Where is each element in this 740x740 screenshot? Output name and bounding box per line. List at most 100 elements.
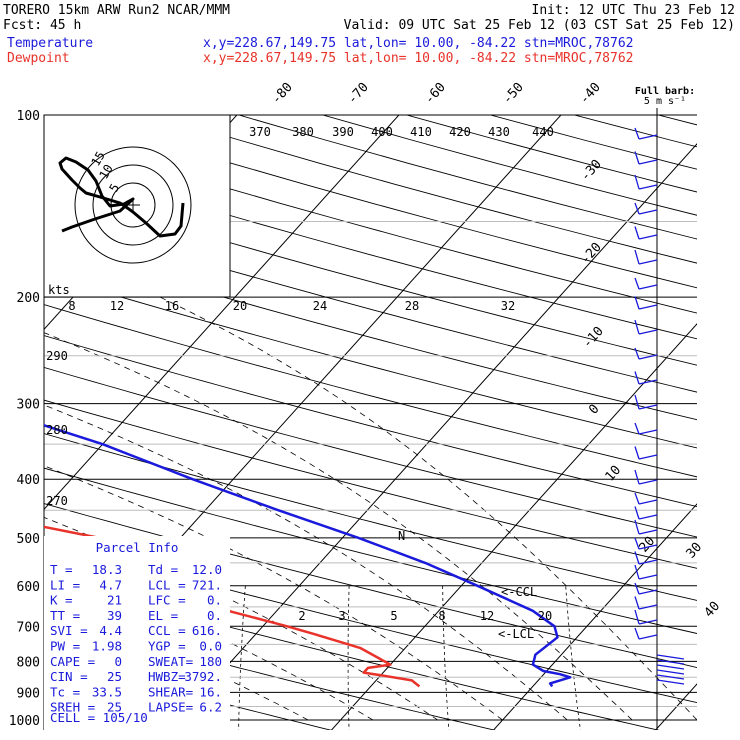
wind-barb-feather: [634, 564, 640, 580]
hodograph-ring: [74, 146, 192, 264]
hodograph-speed-label: 20: [233, 299, 247, 313]
pressure-label: 200: [17, 291, 40, 306]
wind-barb-feather: [634, 609, 640, 625]
parcel-value: 0.0: [199, 639, 222, 654]
dry-adiabat: [488, 115, 697, 170]
model-title: TORERO 15km ARW Run2 NCAR/MMM: [3, 3, 230, 18]
wind-barb: [638, 159, 658, 165]
parcel-label: CCL =: [148, 623, 186, 638]
wind-barb-feather: [634, 519, 640, 535]
isotherm-label: 20: [637, 534, 659, 556]
wind-barb-feather: [634, 446, 640, 460]
mixing-ratio-label: 8: [438, 609, 445, 623]
wind-barb-feather: [634, 537, 640, 550]
temperature-profile: [44, 423, 572, 688]
parcel-label: EL =: [148, 608, 178, 623]
barb-legend-units: 5 m s⁻¹: [644, 96, 686, 107]
parcel-cell: CELL = 105/10: [50, 710, 148, 725]
wind-barb: [638, 259, 658, 265]
wind-barb-feather: [634, 174, 640, 190]
parcel-label: HWBZ=: [148, 669, 186, 684]
wind-barb-feather: [634, 151, 640, 165]
mixing-ratio-label: 12: [480, 609, 494, 623]
parcel-label: SREH =: [50, 700, 95, 715]
isotherm-line: [330, 323, 697, 730]
parcel-label: Tc =: [50, 684, 80, 699]
parcel-label: LAPSE=: [148, 700, 193, 715]
wind-barb: [656, 674, 685, 680]
parcel-value: 16.: [199, 684, 222, 699]
pressure-label: 1000: [9, 714, 40, 729]
dry-adiabat: [44, 433, 697, 601]
wind-barb: [638, 209, 658, 215]
isotherm-label: -80: [269, 80, 296, 107]
wind-barb: [638, 559, 658, 565]
parcel-value: 0.: [207, 593, 222, 608]
parcel-value: 18.3: [92, 562, 122, 577]
sounding-profiles: [44, 423, 572, 688]
parcel-value: 25: [107, 669, 122, 684]
hodograph-speed-label: 8: [68, 299, 75, 313]
wind-barb-feather: [634, 202, 640, 215]
pressure-label: 700: [17, 620, 40, 635]
isotherm-line: [44, 115, 400, 511]
dry-adiabat: [44, 616, 496, 730]
parcel-value: 33.5: [92, 684, 122, 699]
parcel-label: YGP =: [148, 639, 186, 654]
isotherm-label: -70: [345, 80, 372, 107]
parcel-label: K =: [50, 593, 73, 608]
parcel-info-box: [44, 536, 230, 730]
wind-barb-feather: [634, 582, 640, 595]
hodograph-speed-label: 24: [313, 299, 327, 313]
isotherm-label: -30: [578, 157, 605, 184]
parcel-value: 721.: [192, 577, 222, 592]
parcel-value: 3792.: [184, 669, 222, 684]
dry-adiabat: [717, 87, 740, 733]
barb-legend-title: Full barb:: [635, 86, 695, 97]
mixing-ratio-line: [347, 585, 350, 730]
mixing-ratio-line: [565, 585, 581, 730]
pressure-label: 600: [17, 580, 40, 595]
dry-adiabat: [0, 87, 13, 733]
wind-barb: [638, 619, 658, 625]
parcel-label: LCL =: [148, 577, 186, 592]
wind-barb-feather: [634, 394, 640, 410]
wind-barb: [656, 664, 685, 670]
hodograph-speed-label: 16: [165, 299, 179, 313]
parcel-label: TT =: [50, 608, 80, 623]
dry-adiabat-label: 280: [46, 423, 68, 437]
wind-barb: [656, 654, 685, 660]
init-time: Init: 12 UTC Thu 23 Feb 12: [532, 3, 736, 18]
parcel-value: 25: [107, 700, 122, 715]
wind-barb: [656, 669, 685, 675]
wind-barb: [638, 514, 658, 520]
theta-label: 430: [488, 125, 510, 139]
parcel-value: 6.2: [199, 700, 222, 715]
parcel-label: SVI =: [50, 623, 88, 638]
parcel-value: 180: [199, 654, 222, 669]
parcel-value: 0.: [207, 608, 222, 623]
parcel-value: 39: [107, 608, 122, 623]
pressure-label: 400: [17, 473, 40, 488]
mixing-ratio-label: 2: [298, 609, 305, 623]
forecast-hour: Fcst: 45 h: [3, 18, 81, 33]
wind-barb: [638, 499, 658, 505]
parcel-label: LI =: [50, 577, 80, 592]
parcel-value: 616.: [192, 623, 222, 638]
parcel-label: SHEAR=: [148, 684, 193, 699]
dry-adiabat: [656, 115, 697, 126]
wind-barb-feather: [634, 277, 640, 290]
valid-time: Valid: 09 UTC Sat 25 Feb 12 (03 CST Sat …: [344, 18, 735, 33]
dry-adiabat: [44, 503, 697, 669]
wind-barb: [638, 429, 658, 435]
pressure-label: 300: [17, 398, 40, 413]
parcel-value: 0: [114, 654, 122, 669]
parcel-value: 21: [107, 593, 122, 608]
wind-barb: [638, 134, 658, 140]
parcel-value: 1.98: [92, 639, 122, 654]
wind-barb: [638, 379, 658, 385]
wind-barb: [638, 234, 658, 240]
hodograph-ring-label: 15: [88, 149, 107, 169]
wind-barb: [638, 604, 658, 610]
